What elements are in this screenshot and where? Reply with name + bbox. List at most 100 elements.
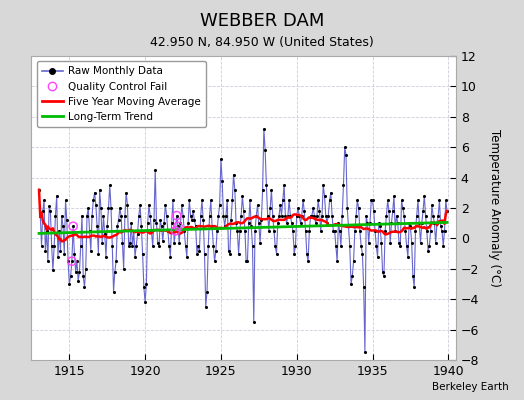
Point — [129, 228, 138, 234]
Point — [219, 212, 227, 219]
Point — [160, 220, 168, 226]
Point — [132, 243, 140, 249]
Point — [108, 243, 116, 249]
Point — [341, 144, 349, 150]
Point — [222, 212, 230, 219]
Point — [385, 208, 393, 214]
Point — [174, 223, 182, 230]
Point — [424, 247, 432, 254]
Point — [246, 197, 254, 204]
Point — [91, 190, 99, 196]
Point — [350, 258, 358, 264]
Point — [112, 258, 121, 264]
Point — [427, 228, 435, 234]
Point — [282, 220, 291, 226]
Point — [180, 228, 189, 234]
Point — [145, 202, 153, 208]
Point — [191, 223, 200, 230]
Point — [361, 349, 369, 356]
Point — [200, 250, 209, 257]
Point — [54, 254, 62, 260]
Point — [396, 243, 405, 249]
Point — [423, 228, 431, 234]
Point — [135, 212, 143, 219]
Point — [147, 228, 156, 234]
Point — [408, 240, 416, 246]
Point — [152, 220, 161, 226]
Point — [359, 284, 368, 290]
Point — [354, 205, 363, 211]
Point — [435, 197, 444, 204]
Point — [390, 193, 398, 199]
Point — [436, 223, 445, 230]
Point — [375, 220, 383, 226]
Point — [202, 304, 210, 310]
Point — [165, 243, 173, 249]
Point — [281, 212, 290, 219]
Point — [433, 220, 441, 226]
Point — [69, 223, 78, 230]
Point — [415, 220, 423, 226]
Point — [188, 217, 196, 223]
Point — [319, 182, 328, 188]
Point — [126, 240, 134, 246]
Point — [362, 212, 370, 219]
Point — [438, 228, 446, 234]
Point — [199, 217, 208, 223]
Point — [275, 212, 283, 219]
Point — [270, 228, 278, 234]
Point — [52, 193, 61, 199]
Point — [232, 220, 241, 226]
Point — [140, 284, 148, 290]
Point — [267, 186, 276, 193]
Point — [305, 228, 313, 234]
Point — [406, 223, 414, 230]
Point — [412, 212, 421, 219]
Point — [117, 212, 125, 219]
Point — [429, 212, 438, 219]
Point — [230, 171, 238, 178]
Point — [36, 212, 45, 219]
Point — [69, 223, 78, 230]
Point — [203, 288, 211, 295]
Point — [308, 212, 316, 219]
Point — [400, 212, 408, 219]
Point — [367, 197, 375, 204]
Point — [146, 212, 155, 219]
Point — [260, 126, 268, 132]
Point — [215, 202, 224, 208]
Point — [155, 243, 163, 249]
Point — [442, 197, 450, 204]
Point — [401, 228, 410, 234]
Point — [304, 258, 312, 264]
Point — [110, 288, 118, 295]
Point — [419, 208, 427, 214]
Point — [338, 212, 346, 219]
Point — [254, 202, 262, 208]
Point — [196, 212, 205, 219]
Point — [48, 243, 56, 249]
Point — [119, 266, 128, 272]
Point — [133, 231, 141, 237]
Point — [218, 178, 226, 184]
Point — [138, 250, 147, 257]
Point — [68, 258, 76, 264]
Point — [59, 223, 67, 230]
Point — [35, 186, 43, 193]
Point — [84, 205, 92, 211]
Point — [342, 152, 350, 158]
Point — [42, 228, 51, 234]
Point — [205, 212, 214, 219]
Point — [334, 220, 343, 226]
Point — [420, 193, 429, 199]
Point — [41, 247, 50, 254]
Point — [368, 197, 377, 204]
Point — [39, 208, 47, 214]
Y-axis label: Temperature Anomaly (°C): Temperature Anomaly (°C) — [487, 129, 500, 287]
Point — [237, 212, 245, 219]
Point — [347, 281, 355, 287]
Point — [98, 240, 106, 246]
Point — [255, 220, 263, 226]
Point — [179, 212, 187, 219]
Point — [78, 212, 86, 219]
